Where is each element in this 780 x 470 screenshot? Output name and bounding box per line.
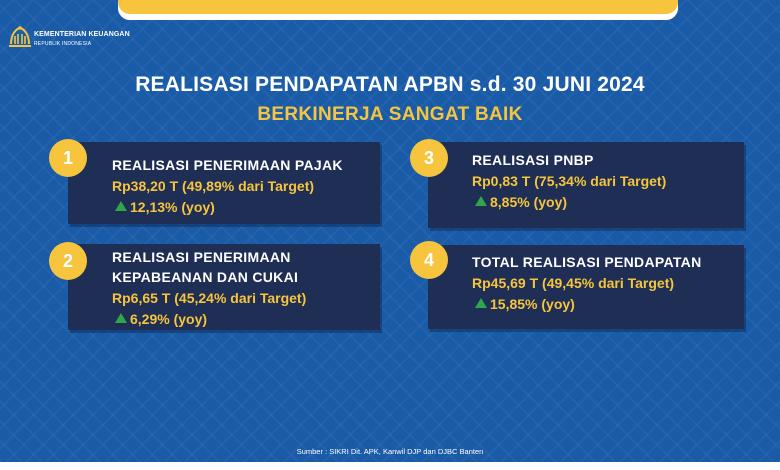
card-amount: Rp6,65 T <box>112 290 171 306</box>
org-subtitle: REPUBLIK INDONESIA <box>34 41 92 47</box>
card-growth-value: 6,29% (yoy) <box>130 311 208 327</box>
page-subtitle: BERKINERJA SANGAT BAIK <box>257 104 523 125</box>
card-pnbp-revenue <box>428 142 744 228</box>
card-amount-line: Rp6,65 T (45,24% dari Target) <box>112 290 306 306</box>
card-label: REALISASI PENERIMAAN <box>112 249 291 265</box>
card-amount: Rp38,20 T <box>112 178 179 194</box>
card-amount-line: Rp45,69 T (49,45% dari Target) <box>472 275 674 291</box>
up-arrow-icon <box>475 196 487 206</box>
top-accent-bar <box>118 0 678 20</box>
card-number-badge: 1 <box>49 139 87 177</box>
up-arrow-icon <box>115 313 127 323</box>
card-growth-value: 8,85% (yoy) <box>490 194 568 210</box>
up-arrow-icon <box>115 201 127 211</box>
card-number-badge: 2 <box>49 242 87 280</box>
card-target-percent: (49,45% dari Target) <box>542 275 675 291</box>
source-note: Sumber : SIKRI Dit. APK, Kanwil DJP dan … <box>296 447 484 456</box>
page-title: REALISASI PENDAPATAN APBN s.d. 30 JUNI 2… <box>135 73 645 96</box>
card-growth: 6,29% (yoy) <box>115 311 207 327</box>
card-growth: 8,85% (yoy) <box>475 194 567 210</box>
card-amount-line: Rp0,83 T (75,34% dari Target) <box>472 173 666 189</box>
up-arrow-icon <box>475 298 487 308</box>
card-amount: Rp45,69 T <box>472 275 539 291</box>
card-amount-line: Rp38,20 T (49,89% dari Target) <box>112 178 314 194</box>
card-amount: Rp0,83 T <box>472 173 531 189</box>
card-label: REALISASI PENERIMAAN PAJAK <box>112 157 343 173</box>
card-total-revenue <box>428 245 744 329</box>
card-number-badge: 3 <box>410 139 448 177</box>
card-growth-value: 12,13% (yoy) <box>130 199 215 215</box>
card-target-percent: (75,34% dari Target) <box>534 173 667 189</box>
card-label: TOTAL REALISASI PENDAPATAN <box>472 254 702 270</box>
card-growth-value: 15,85% (yoy) <box>490 296 575 312</box>
kemenkeu-logo-icon <box>9 26 31 47</box>
card-growth: 12,13% (yoy) <box>115 199 215 215</box>
card-label-line-2: KEPABEANAN DAN CUKAI <box>112 269 299 285</box>
card-label: REALISASI PNBP <box>472 152 594 168</box>
org-name: KEMENTERIAN KEUANGAN <box>34 31 130 38</box>
card-growth: 15,85% (yoy) <box>475 296 575 312</box>
card-target-percent: (45,24% dari Target) <box>174 290 307 306</box>
card-target-percent: (49,89% dari Target) <box>182 178 315 194</box>
card-number-badge: 4 <box>410 241 448 279</box>
